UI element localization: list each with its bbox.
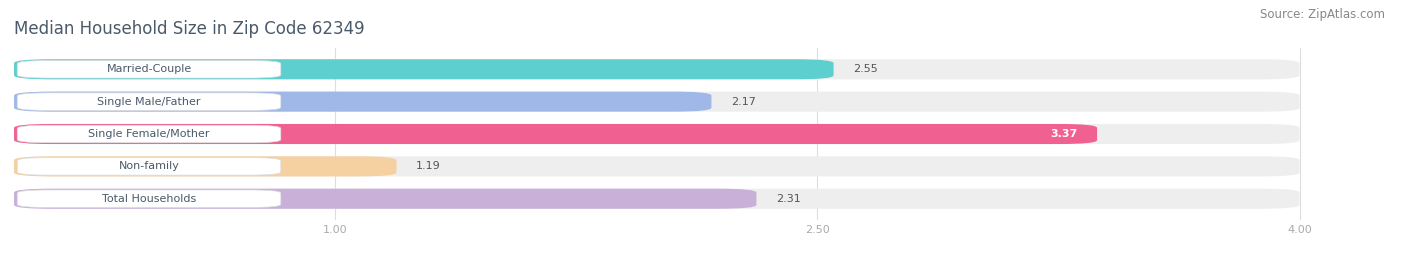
FancyBboxPatch shape [17,158,281,175]
Text: Non-family: Non-family [118,161,180,171]
Text: 2.17: 2.17 [731,97,755,107]
Text: 2.31: 2.31 [776,194,800,204]
Text: Median Household Size in Zip Code 62349: Median Household Size in Zip Code 62349 [14,20,364,38]
FancyBboxPatch shape [17,93,281,110]
Text: Source: ZipAtlas.com: Source: ZipAtlas.com [1260,8,1385,21]
FancyBboxPatch shape [14,92,1299,112]
Text: Single Female/Mother: Single Female/Mother [89,129,209,139]
Text: Total Households: Total Households [101,194,197,204]
Text: 3.37: 3.37 [1050,129,1078,139]
FancyBboxPatch shape [14,156,1299,176]
Text: 2.55: 2.55 [853,64,877,74]
Text: 1.19: 1.19 [416,161,440,171]
Text: Single Male/Father: Single Male/Father [97,97,201,107]
FancyBboxPatch shape [17,190,281,207]
FancyBboxPatch shape [17,125,281,143]
FancyBboxPatch shape [14,59,834,79]
FancyBboxPatch shape [14,189,756,209]
FancyBboxPatch shape [14,124,1299,144]
FancyBboxPatch shape [14,92,711,112]
FancyBboxPatch shape [14,59,1299,79]
FancyBboxPatch shape [14,156,396,176]
FancyBboxPatch shape [14,189,1299,209]
Text: Married-Couple: Married-Couple [107,64,191,74]
FancyBboxPatch shape [14,124,1097,144]
FancyBboxPatch shape [17,61,281,78]
